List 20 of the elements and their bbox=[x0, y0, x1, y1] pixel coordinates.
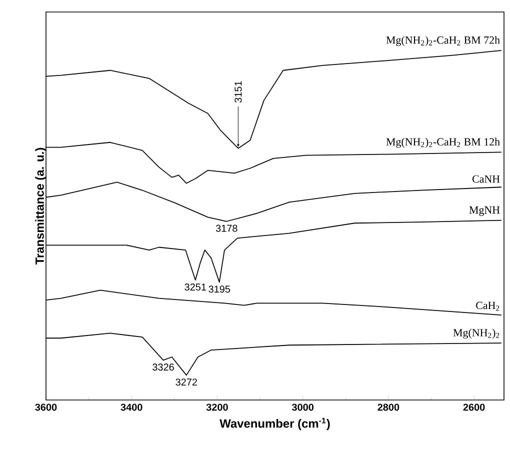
x-tick-label: 3000 bbox=[292, 404, 314, 411]
x-tick-label: 3400 bbox=[120, 404, 142, 411]
annotation: 3178 bbox=[216, 224, 238, 232]
series-label: Mg(NH$_{2}$)$_{2}$ bbox=[453, 328, 500, 339]
series-label: CaH$_{2}$ bbox=[476, 302, 500, 311]
x-tick-label: 3600 bbox=[35, 404, 57, 411]
series-label: CaNH bbox=[472, 175, 500, 183]
annotation: 3272 bbox=[176, 378, 197, 386]
x-tick-label: 2600 bbox=[463, 404, 485, 411]
series-label: Mg(NH$_{2}$)$_{2}$-CaH$_{2}$ BM 72h bbox=[386, 36, 500, 46]
annotation: 3195 bbox=[208, 286, 230, 293]
x-axis-title: Wavenumber (cm$^{-1}$) bbox=[220, 418, 330, 430]
series-label: Mg(NH$_{2}$)$_{2}$-CaH$_{2}$ BM 12h bbox=[386, 138, 500, 148]
annotation: 3151 bbox=[234, 81, 242, 103]
x-tick-label: 3200 bbox=[206, 404, 228, 411]
annotation: 3326 bbox=[152, 364, 174, 371]
y-axis-title: Transmittance (a. u.) bbox=[35, 148, 46, 265]
annotation: 3251 bbox=[184, 284, 206, 291]
series-label: MgNH bbox=[469, 206, 500, 216]
x-tick-label: 2800 bbox=[378, 404, 400, 411]
